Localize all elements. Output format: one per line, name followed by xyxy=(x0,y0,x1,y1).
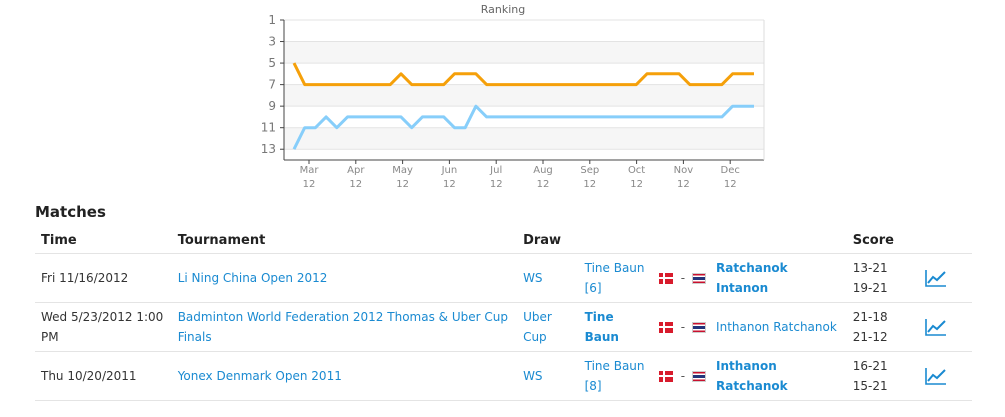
trend-chart-icon[interactable] xyxy=(924,268,948,288)
table-row: Fri 11/16/2012 Li Ning China Open 2012 W… xyxy=(35,253,972,303)
match-score: 21-18 21-12 xyxy=(846,302,918,352)
x-tick-label: Oct xyxy=(628,165,645,176)
vs-separator: - xyxy=(676,351,690,401)
y-tick-label: 1 xyxy=(268,13,276,27)
x-tick-label-year: 12 xyxy=(303,179,316,190)
x-tick-label: Mar xyxy=(300,165,320,176)
matches-table: Time Tournament Draw Score Fri 11/16/201… xyxy=(35,228,972,401)
denmark-flag-icon xyxy=(658,322,673,333)
y-tick-label: 3 xyxy=(268,35,276,49)
thailand-flag-icon xyxy=(692,273,707,284)
header-time: Time xyxy=(35,228,172,254)
tournament-link[interactable]: Yonex Denmark Open 2011 xyxy=(177,369,342,383)
trend-chart-icon[interactable] xyxy=(924,366,948,386)
x-tick-label: Sep xyxy=(580,165,599,176)
vs-separator: - xyxy=(676,253,690,303)
x-tick-label: Aug xyxy=(533,165,553,176)
match-score: 13-21 19-21 xyxy=(846,253,918,303)
denmark-flag-icon xyxy=(658,371,673,382)
player1-link[interactable]: Tine Baun [8] xyxy=(584,359,645,393)
table-header-row: Time Tournament Draw Score xyxy=(35,228,972,254)
draw-link[interactable]: WS xyxy=(523,369,543,383)
x-tick-label-year: 12 xyxy=(349,179,362,190)
y-tick-label: 7 xyxy=(268,78,276,92)
player2-link[interactable]: Inthanon Ratchanok xyxy=(716,320,837,334)
match-time: Fri 11/16/2012 xyxy=(35,253,172,303)
series-line-1 xyxy=(292,104,754,150)
thailand-flag-icon xyxy=(692,371,707,382)
header-draw: Draw xyxy=(517,228,579,254)
x-tick-label-year: 12 xyxy=(537,179,550,190)
trend-chart-icon[interactable] xyxy=(924,317,948,337)
thailand-flag-icon xyxy=(692,322,707,333)
tournament-link[interactable]: Li Ning China Open 2012 xyxy=(177,271,328,285)
player2-link[interactable]: Inthanon Ratchanok xyxy=(716,359,788,393)
series-line-0 xyxy=(292,62,754,87)
x-tick-label: Nov xyxy=(674,165,694,176)
y-tick-label: 5 xyxy=(268,56,276,70)
x-tick-label: Dec xyxy=(721,165,740,176)
player2-link[interactable]: Ratchanok Intanon xyxy=(716,261,788,295)
match-time: Wed 5/23/2012 1:00 PM xyxy=(35,302,172,352)
x-tick-label-year: 12 xyxy=(630,179,643,190)
x-tick-label-year: 12 xyxy=(443,179,456,190)
x-tick-label: Apr xyxy=(347,165,365,176)
x-tick-label-year: 12 xyxy=(396,179,409,190)
x-tick-label-year: 12 xyxy=(583,179,596,190)
header-score: Score xyxy=(846,228,918,254)
player1-link[interactable]: Tine Baun [6] xyxy=(584,261,645,295)
x-tick-label: May xyxy=(392,165,413,176)
matches-title: Matches xyxy=(35,203,106,221)
x-tick-label-year: 12 xyxy=(677,179,690,190)
chart-title: Ranking xyxy=(481,3,526,16)
header-tournament: Tournament xyxy=(171,228,518,254)
player1-link[interactable]: Tine Baun xyxy=(584,310,619,344)
grid-band xyxy=(284,41,764,64)
table-row: Thu 10/20/2011 Yonex Denmark Open 2011 W… xyxy=(35,351,972,401)
y-tick-label: 13 xyxy=(261,142,276,156)
y-tick-label: 9 xyxy=(268,99,276,113)
draw-link[interactable]: Uber Cup xyxy=(523,310,552,344)
grid-band xyxy=(284,127,764,150)
y-tick-label: 11 xyxy=(261,121,276,135)
x-tick-label: Jun xyxy=(441,165,458,176)
denmark-flag-icon xyxy=(658,273,673,284)
match-time: Thu 10/20/2011 xyxy=(35,351,172,401)
match-score: 16-21 15-21 xyxy=(846,351,918,401)
draw-link[interactable]: WS xyxy=(523,271,543,285)
x-tick-label-year: 12 xyxy=(724,179,737,190)
tournament-link[interactable]: Badminton World Federation 2012 Thomas &… xyxy=(177,310,508,344)
vs-separator: - xyxy=(676,302,690,352)
x-tick-label-year: 12 xyxy=(490,179,503,190)
table-row: Wed 5/23/2012 1:00 PM Badminton World Fe… xyxy=(35,302,972,352)
x-tick-label: Jul xyxy=(489,165,502,176)
grid-band xyxy=(284,84,764,107)
